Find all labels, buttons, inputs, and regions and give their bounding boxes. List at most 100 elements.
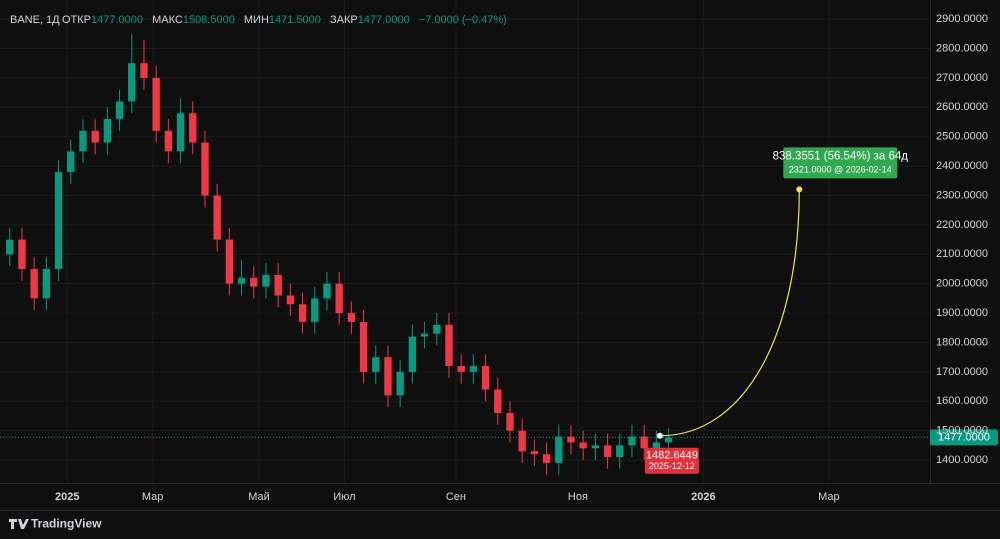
brand: TradingView [31,517,102,531]
candle-body [298,304,307,322]
candle-body [396,371,404,396]
x-tick-label: Ноя [568,491,588,503]
start-value: 1482.6449 [646,450,698,462]
end-label-box [783,147,898,179]
candle-body [664,437,673,443]
close-value: 1477.0000 [358,14,410,26]
y-tick-label: 2200.0000 [936,219,988,231]
open-label: ОТКР [62,14,91,26]
x-tick-label: Мар [142,491,164,503]
forecast-curve [659,189,800,437]
candle-body [189,113,197,143]
candle-body [640,436,648,449]
x-tick-label: Июл [333,491,355,503]
start-label-box [644,447,699,474]
high-value: 1508.5000 [183,14,235,26]
candle-body [54,171,63,269]
candle-body [616,445,624,458]
candle-body [250,277,258,287]
start-date: 2025-12-12 [649,461,695,471]
candle-body [347,313,356,322]
x-tick-label: Сен [446,491,466,503]
candle-body [420,333,429,337]
candle-body [555,436,563,464]
candle-body [6,239,14,255]
x-tick-label: 2025 [55,491,79,503]
candle-body [103,119,112,143]
candle-body [42,268,51,299]
candle-body [652,442,661,449]
candle-body [494,389,502,414]
candle-body [567,436,575,443]
low-value: 1471.5000 [269,14,321,26]
header-symbol: BANE, 1Д [10,14,60,26]
candle-body [481,365,490,390]
low-label: МИН [244,14,269,26]
change-value: −7.0000 (−0.47%) [419,14,507,26]
candle-body [579,442,587,449]
y-tick-label: 2100.0000 [936,248,988,260]
candle-body [518,430,526,452]
candle-body [603,445,612,458]
candle-body [542,454,551,464]
y-tick-label: 2400.0000 [936,160,988,172]
candle-body [408,336,417,372]
y-tick-label: 1400.0000 [936,454,988,466]
y-tick-label: 1600.0000 [936,395,988,407]
logo-icon [9,519,29,529]
candle-body [359,321,368,372]
candle-body [79,130,87,152]
y-tick-label: 2000.0000 [936,278,988,290]
y-tick-label: 1800.0000 [936,336,988,348]
candle-body [506,413,514,431]
y-tick-label: 2600.0000 [936,101,988,113]
forecast-start [656,432,663,439]
candle-body [591,445,600,449]
y-tick-label: 2700.0000 [936,72,988,84]
candle-body [469,365,478,372]
candle-body [128,63,136,102]
y-tick-label: 1900.0000 [936,307,988,319]
candle-body [335,283,343,314]
candle-body [433,324,441,334]
y-tick-label: 2500.0000 [936,131,988,143]
y-tick-label: 1700.0000 [936,366,988,378]
x-tick-label: 2026 [691,491,715,503]
candle-body [311,298,319,322]
candle-body [152,77,160,131]
grid [0,0,930,483]
candle-body [91,130,99,143]
y-tick-label: 2300.0000 [936,189,988,201]
forecast-end [796,186,803,193]
candle-body [286,295,295,305]
candle-body [530,451,539,455]
candle-body [140,63,148,78]
high-label: МАКС [152,14,183,26]
candle-body [262,274,270,287]
candle-body [323,283,331,299]
candle-body [445,324,453,366]
candle-body [176,113,185,152]
candle-body [213,195,221,240]
candles [6,33,673,475]
y-tick-label: 1500.0000 [936,425,988,437]
candle-body [274,274,282,296]
candle-body [372,357,380,372]
candle-body [115,101,124,120]
candle-body [164,130,173,152]
candle-body [237,277,246,284]
candle-body [225,239,234,284]
last-price-box [930,429,998,446]
candle-body [30,268,38,299]
end-change: 838.3551 (56.54%) за 64д [773,150,909,162]
candle-body [628,436,636,446]
logo: TradingView [9,517,102,531]
open-value: 1477.0000 [91,14,143,26]
y-tick-label: 2900.0000 [936,13,988,25]
end-label: 2321.0000 @ 2026-02-14 [789,165,892,175]
last-price-label: 1477.0000 [938,431,990,443]
candle-body [457,365,465,372]
